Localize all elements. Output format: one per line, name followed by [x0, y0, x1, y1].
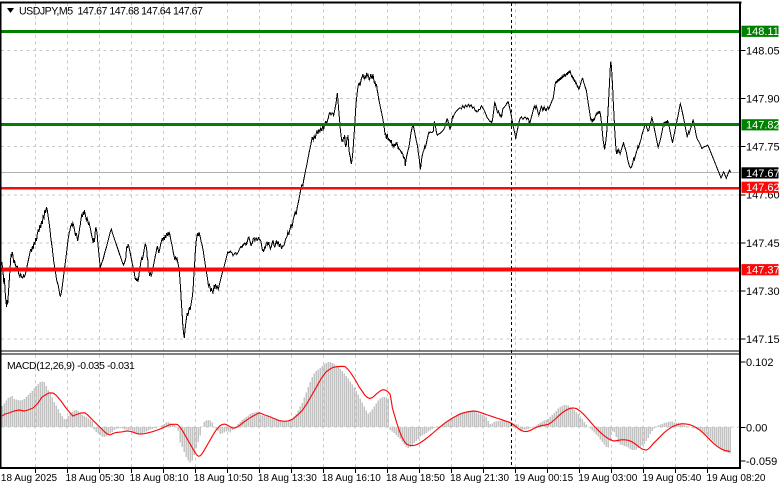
svg-text:147.30: 147.30 [746, 286, 780, 298]
svg-text:18 Aug 18:50: 18 Aug 18:50 [386, 473, 445, 484]
svg-text:18 Aug 2025: 18 Aug 2025 [1, 473, 58, 484]
svg-text:0.102: 0.102 [746, 357, 774, 369]
svg-text:18 Aug 08:10: 18 Aug 08:10 [130, 473, 189, 484]
svg-text:-0.059: -0.059 [746, 456, 777, 468]
svg-text:18 Aug 05:30: 18 Aug 05:30 [66, 473, 125, 484]
svg-text:147.15: 147.15 [746, 334, 780, 346]
svg-text:18 Aug 10:50: 18 Aug 10:50 [194, 473, 253, 484]
svg-text:19 Aug 03:00: 19 Aug 03:00 [578, 473, 637, 484]
svg-text:147.75: 147.75 [746, 142, 780, 154]
svg-text:147.67: 147.67 [746, 168, 780, 180]
svg-text:18 Aug 21:30: 18 Aug 21:30 [450, 473, 509, 484]
svg-text:147.90: 147.90 [746, 94, 780, 106]
svg-text:148.11: 148.11 [746, 26, 779, 38]
svg-text:148.05: 148.05 [746, 45, 780, 57]
svg-text:USDJPY,M5 147.67 147.68 147.6: USDJPY,M5 147.67 147.68 147.64 147.67 [19, 6, 203, 18]
svg-text:18 Aug 13:30: 18 Aug 13:30 [258, 473, 317, 484]
svg-text:147.82: 147.82 [746, 120, 780, 132]
svg-text:MACD(12,26,9) -0.035 -0.031: MACD(12,26,9) -0.035 -0.031 [7, 361, 135, 372]
svg-text:19 Aug 00:15: 19 Aug 00:15 [514, 473, 573, 484]
svg-text:147.62: 147.62 [746, 182, 780, 194]
svg-text:0.00: 0.00 [746, 422, 767, 434]
svg-text:147.37: 147.37 [746, 265, 780, 277]
svg-text:147.45: 147.45 [746, 238, 780, 250]
svg-text:19 Aug 05:40: 19 Aug 05:40 [642, 473, 701, 484]
svg-text:18 Aug 16:10: 18 Aug 16:10 [322, 473, 381, 484]
svg-text:19 Aug 08:20: 19 Aug 08:20 [707, 473, 766, 484]
